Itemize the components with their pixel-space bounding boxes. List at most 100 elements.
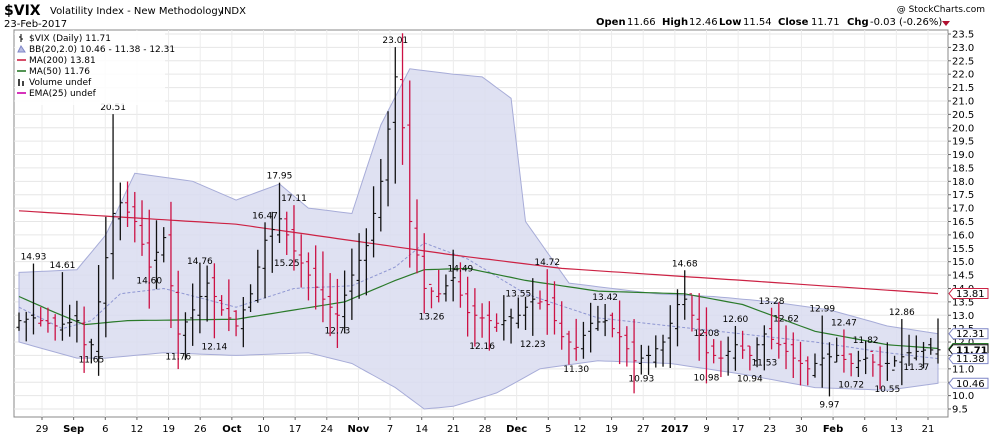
price-bar	[935, 318, 941, 364]
price-bar	[139, 200, 145, 256]
y-tick-label: 20.0	[952, 123, 974, 134]
y-tick-label: 20.5	[952, 110, 974, 121]
x-tick-label: 5	[545, 424, 551, 435]
legend-item: EMA(25) undef	[17, 89, 97, 99]
price-bar	[870, 350, 876, 377]
price-bar	[385, 111, 391, 207]
price-bar	[877, 346, 883, 390]
x-tick-label: 19	[605, 424, 618, 435]
price-bar	[544, 269, 550, 335]
price-bar	[414, 199, 420, 274]
bb-middle-line	[18, 242, 939, 360]
price-annotation: 23.01	[382, 36, 408, 46]
volume-icon	[18, 79, 20, 86]
price-bar	[233, 310, 239, 337]
price-annotation: 14.68	[672, 259, 698, 269]
price-bar	[305, 252, 311, 301]
x-tick-label: Oct	[222, 424, 241, 435]
price-bar	[457, 262, 463, 308]
price-annotation: 14.93	[21, 253, 47, 263]
band-icon	[17, 45, 26, 53]
price-bar	[921, 341, 927, 369]
price-bar	[740, 330, 746, 359]
price-bar	[363, 228, 369, 296]
y-tick-label: 15.5	[952, 244, 974, 255]
x-axis: 29 Sep 6 12 19 26 Oct 10 17 24 Nov 7 14 21 28 Dec 5 12 19 2…	[36, 417, 934, 435]
legend-label: MA(200) 13.81	[29, 56, 96, 66]
price-bar	[219, 295, 225, 316]
price-annotation: 17.95	[267, 172, 293, 182]
price-bar	[537, 290, 543, 310]
price-annotation: 15.25	[274, 259, 300, 269]
price-bar	[841, 329, 847, 373]
legend-bg	[15, 31, 165, 105]
y-tick-label: 15.0	[952, 257, 974, 268]
y-tick-label: 17.5	[952, 190, 974, 201]
price-bar	[204, 265, 210, 322]
legend-label: Volume undef	[29, 78, 92, 88]
price-bar	[696, 293, 702, 361]
x-tick-label: 21	[447, 424, 460, 435]
price-bar	[400, 33, 406, 165]
price-bar	[465, 276, 471, 337]
price-bar	[884, 342, 890, 381]
exchange-label: INDX	[221, 6, 246, 17]
moving-averages	[18, 210, 939, 350]
price-bar	[848, 353, 854, 377]
price-bar	[515, 297, 521, 329]
chg-value: -0.03 (-0.26%)	[870, 17, 942, 28]
price-bar	[291, 205, 297, 271]
low-label: Low	[719, 17, 741, 28]
price-bar	[334, 278, 340, 348]
price-bar	[342, 270, 348, 334]
y-tick-label: 19.5	[952, 137, 974, 148]
price-bar	[494, 313, 500, 332]
price-bar	[190, 283, 196, 346]
price-bar	[913, 335, 919, 361]
price-bar	[508, 308, 514, 344]
price-annotation: 14.61	[50, 261, 76, 271]
price-annotation: 14.60	[136, 276, 162, 286]
high-label: High	[662, 17, 688, 28]
price-bar	[703, 307, 709, 384]
price-bar	[624, 326, 630, 367]
price-bar	[761, 325, 767, 371]
price-bar	[725, 336, 731, 376]
price-bar	[732, 325, 738, 371]
end-tag: 11.38	[948, 353, 989, 365]
x-tick-label: Nov	[348, 424, 370, 435]
legend-item: Volume undef	[18, 78, 92, 88]
price-annotation: 12.47	[831, 318, 857, 328]
price-annotation: 14.72	[534, 258, 560, 268]
x-tick-label: 6	[862, 424, 868, 435]
y-tick-label: 10.0	[952, 391, 974, 402]
price-bar	[450, 249, 456, 302]
y-tick-label: 9.5	[952, 405, 968, 416]
price-bar	[523, 296, 529, 331]
watermark: @ StockCharts.com	[897, 5, 985, 15]
price-bar	[269, 211, 275, 273]
price-bar	[182, 312, 188, 361]
price-bar	[609, 312, 615, 338]
bb-area	[18, 68, 939, 410]
legend-item: MA(200) 13.81	[17, 56, 96, 66]
price-bar	[67, 304, 73, 337]
volume-icon	[22, 81, 24, 86]
x-tick-label: 28	[479, 424, 492, 435]
price-bar	[349, 248, 355, 320]
price-annotation: 10.98	[694, 373, 720, 383]
price-bar	[146, 209, 152, 309]
price-bar	[436, 269, 442, 303]
price-bar	[718, 340, 724, 378]
x-tick-label: 29	[36, 424, 49, 435]
price-bar	[660, 334, 666, 367]
y-tick-label: 23.0	[952, 43, 974, 54]
price-bar	[747, 345, 753, 371]
chg-label: Chg	[847, 17, 869, 28]
x-tick-label: 7	[387, 424, 393, 435]
price-bar	[754, 337, 760, 368]
price-bar	[421, 233, 427, 314]
x-tick-label: 17	[732, 424, 745, 435]
